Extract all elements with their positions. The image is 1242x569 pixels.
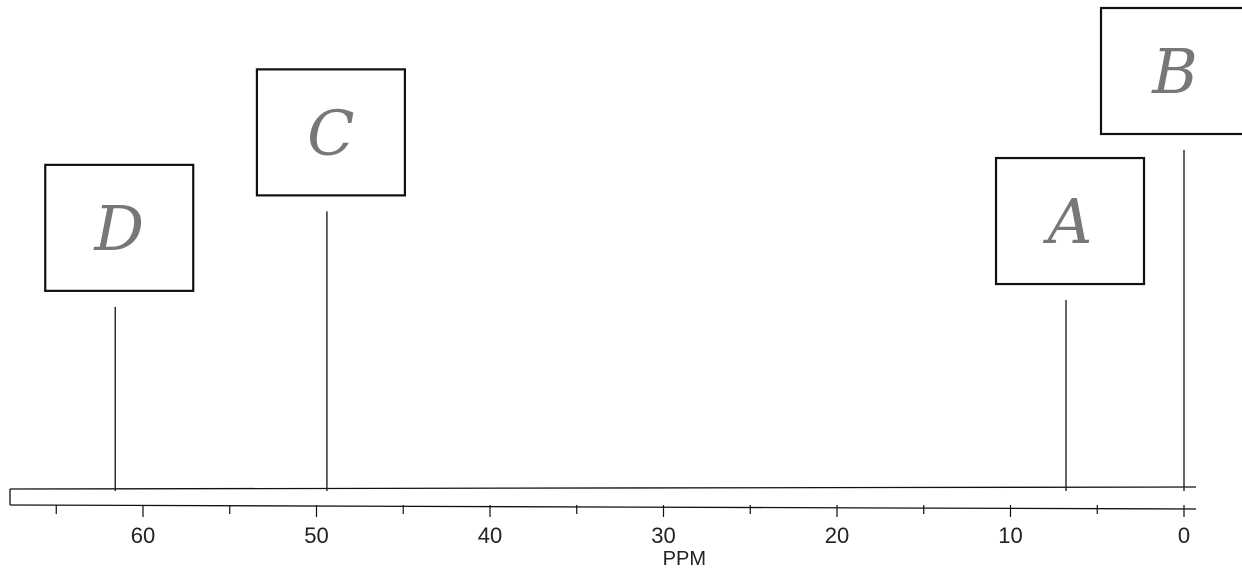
baseline-upper [9, 486, 1197, 490]
label-box-b: B [1099, 6, 1242, 136]
peak-label-b: B [1151, 35, 1198, 108]
peak-label-c: C [307, 96, 354, 169]
x-axis-ticks: 60 50 40 30 20 10 0 [55, 505, 1190, 548]
peak-label-a: A [1043, 185, 1093, 258]
x-tick-label: 60 [131, 523, 155, 548]
label-box-frame [44, 163, 195, 292]
x-tick-label: 50 [304, 523, 328, 548]
label-box-frame [255, 68, 407, 197]
x-tick-label: 0 [1178, 523, 1190, 548]
baseline-lower [9, 504, 1197, 510]
label-box-frame [994, 156, 1146, 286]
x-tick-label: 30 [651, 523, 675, 548]
label-box-c: C [255, 68, 407, 197]
x-axis-label: PPM [663, 548, 706, 569]
label-box-d: D [44, 163, 195, 292]
x-tick-label: 20 [825, 523, 849, 548]
x-tick-label: 10 [998, 523, 1022, 548]
label-box-a: A [994, 156, 1146, 286]
x-tick-label: 40 [478, 523, 502, 548]
x-axis [9, 486, 1197, 510]
peak-label-d: D [93, 192, 144, 265]
peak-label-boxes: D C A B [44, 6, 1242, 292]
peak-lines [114, 150, 1185, 491]
label-box-frame [1099, 6, 1242, 136]
